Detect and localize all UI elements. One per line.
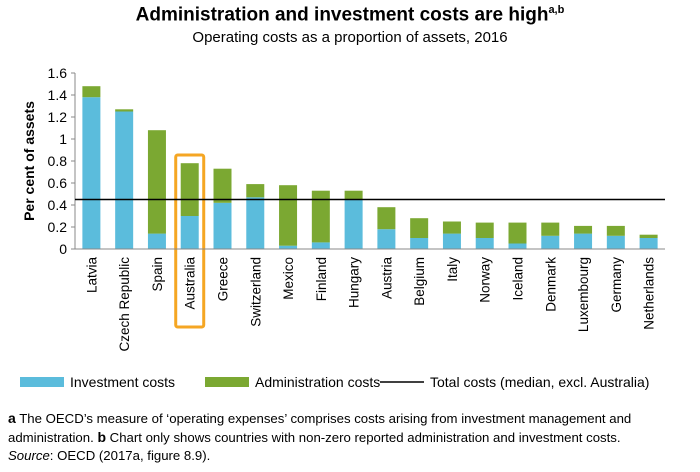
bar-administration bbox=[606, 225, 625, 236]
footnote-a: a The OECD’s measure of ‘operating expen… bbox=[8, 410, 632, 445]
bar-investment bbox=[442, 233, 461, 249]
y-tick-label: 0.4 bbox=[48, 197, 68, 213]
x-tick-label: Australia bbox=[183, 257, 198, 310]
bar-administration bbox=[377, 207, 396, 230]
bar-investment bbox=[606, 235, 625, 249]
bar-investment bbox=[639, 238, 658, 249]
bar-administration bbox=[180, 163, 199, 216]
legend-swatch-administration bbox=[205, 377, 249, 387]
bar-investment bbox=[574, 233, 593, 249]
x-tick-label: Greece bbox=[216, 257, 231, 301]
y-tick-label: 0.2 bbox=[48, 219, 68, 235]
bar-administration bbox=[279, 185, 298, 246]
y-tick-label: 1.2 bbox=[48, 109, 68, 125]
bar-administration bbox=[344, 190, 363, 200]
x-tick-label: Denmark bbox=[543, 257, 558, 312]
x-tick-label: Netherlands bbox=[642, 257, 657, 330]
x-tick-label: Mexico bbox=[281, 257, 296, 300]
legend-label-median: Total costs (median, excl. Australia) bbox=[430, 374, 649, 390]
bar-investment bbox=[147, 233, 166, 249]
x-tick-label: Finland bbox=[314, 257, 329, 301]
bar-investment bbox=[344, 199, 363, 249]
bar-administration bbox=[410, 218, 429, 238]
bar-investment bbox=[311, 242, 330, 249]
y-tick-label: 1.4 bbox=[48, 87, 68, 103]
bar-investment bbox=[213, 202, 232, 249]
legend-swatch-investment bbox=[20, 377, 64, 387]
x-tick-label: Czech Republic bbox=[117, 257, 132, 352]
x-tick-label: Norway bbox=[478, 257, 493, 303]
x-tick-label: Luxembourg bbox=[576, 257, 591, 332]
x-tick-label: Latvia bbox=[84, 257, 99, 294]
legend-label-investment: Investment costs bbox=[70, 374, 175, 390]
bar-investment bbox=[541, 235, 560, 249]
bar-administration bbox=[82, 86, 101, 98]
bar-investment bbox=[180, 216, 199, 249]
x-tick-label: Hungary bbox=[347, 257, 362, 308]
bar-administration bbox=[639, 234, 658, 238]
chart-title: Administration and investment costs are … bbox=[135, 4, 565, 26]
bar-investment bbox=[279, 245, 298, 249]
stacked-bar-chart: 0 0.2 0.4 0.6 0.8 1 1.2 1.4 1.6 Per cent of asset… bbox=[20, 65, 665, 390]
x-tick-label: Iceland bbox=[511, 257, 526, 301]
bar-administration bbox=[574, 225, 593, 234]
footnotes: a The OECD’s measure of ‘operating expen… bbox=[8, 409, 698, 465]
y-tick-label: 0.8 bbox=[48, 153, 68, 169]
x-tick-label: Belgium bbox=[412, 257, 427, 306]
y-tick-label: 0 bbox=[59, 241, 67, 257]
y-tick-label: 1 bbox=[59, 131, 67, 147]
x-tick-label: Switzerland bbox=[248, 257, 263, 327]
legend-label-administration: Administration costs bbox=[255, 374, 380, 390]
australia-highlight-box bbox=[174, 153, 206, 329]
bar-administration bbox=[541, 222, 560, 236]
source-note: Source: OECD (2017a, figure 8.9). bbox=[8, 448, 211, 463]
bar-administration bbox=[246, 184, 265, 198]
y-tick-label: 0.6 bbox=[48, 175, 68, 191]
x-tick-label: Austria bbox=[379, 257, 394, 300]
bar-administration bbox=[147, 130, 166, 234]
bar-investment bbox=[246, 197, 265, 249]
bar-investment bbox=[82, 97, 101, 249]
bar-administration bbox=[311, 190, 330, 243]
bar-administration bbox=[115, 109, 134, 112]
x-tick-label: Italy bbox=[445, 257, 460, 282]
x-tick-label: Germany bbox=[609, 257, 624, 313]
bar-investment bbox=[377, 229, 396, 249]
bar-administration bbox=[475, 222, 494, 238]
bar-administration bbox=[442, 221, 461, 234]
y-axis-label: Per cent of assets bbox=[21, 101, 37, 221]
y-tick-label: 1.6 bbox=[48, 65, 68, 81]
bar-administration bbox=[213, 168, 232, 203]
chart-subtitle: Operating costs as a proportion of asset… bbox=[192, 29, 508, 46]
bar-investment bbox=[115, 111, 134, 249]
bar-administration bbox=[508, 222, 527, 244]
bar-investment bbox=[508, 243, 527, 249]
bar-investment bbox=[410, 238, 429, 249]
x-tick-label: Spain bbox=[150, 257, 165, 292]
bar-investment bbox=[475, 238, 494, 249]
